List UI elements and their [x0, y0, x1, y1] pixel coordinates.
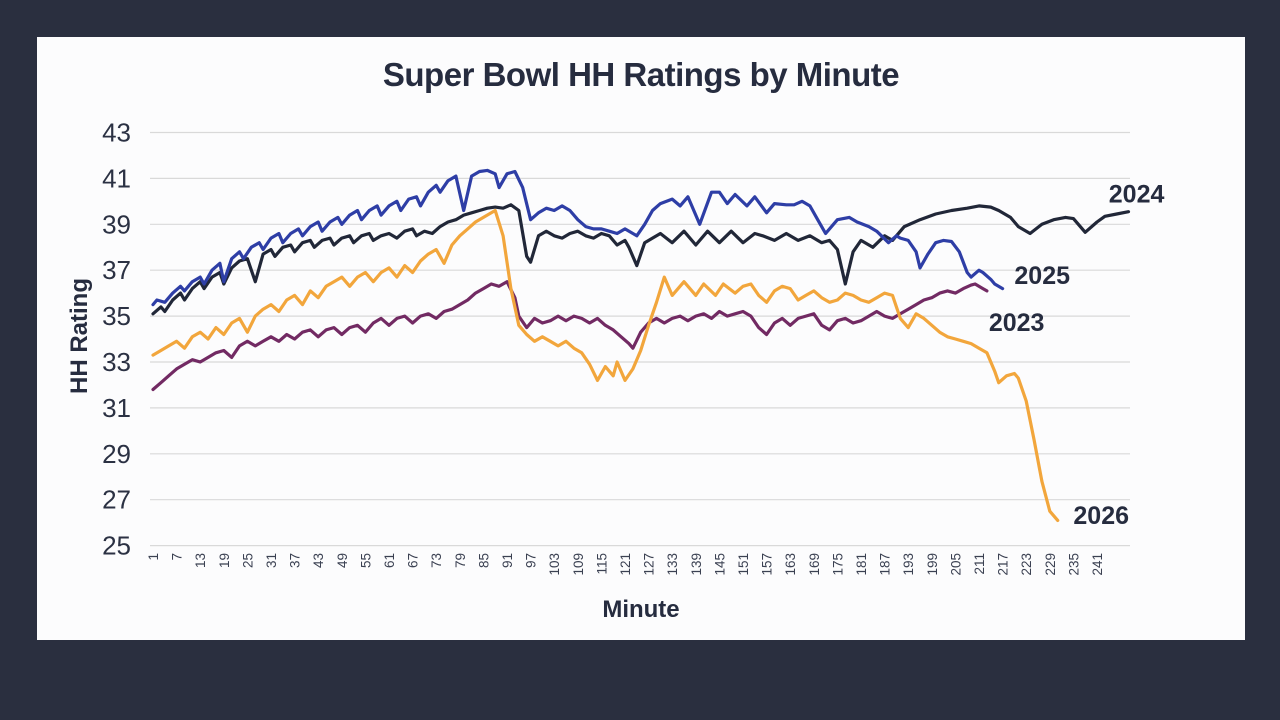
x-tick-label: 73 [429, 553, 444, 568]
y-tick-label: 29 [102, 439, 131, 469]
y-tick-label: 31 [102, 393, 131, 423]
x-tick-label: 85 [476, 553, 491, 568]
y-tick-label: 33 [102, 347, 131, 377]
y-tick-label: 39 [102, 209, 131, 239]
x-tick-label: 55 [358, 553, 373, 568]
series-line-2024 [151, 203, 1131, 316]
x-tick-label: 211 [972, 553, 987, 575]
series-label-2025: 2025 [1014, 262, 1070, 290]
x-tick-label: 1 [146, 553, 161, 561]
x-tick-label: 121 [618, 553, 633, 576]
x-tick-label: 25 [240, 553, 255, 568]
x-tick-label: 43 [311, 553, 326, 568]
x-tick-label: 109 [571, 553, 586, 576]
x-axis-title: Minute [602, 596, 680, 623]
y-tick-label: 43 [102, 118, 131, 148]
x-tick-label: 217 [996, 553, 1011, 576]
x-tick-label: 79 [453, 553, 468, 568]
y-tick-label: 41 [102, 163, 131, 193]
x-tick-label: 157 [760, 553, 775, 576]
x-tick-label: 91 [500, 553, 515, 568]
x-tick-label: 151 [736, 553, 751, 576]
x-tick-label: 67 [406, 553, 421, 568]
x-tick-label: 97 [524, 553, 539, 568]
x-tick-label: 7 [170, 553, 185, 561]
x-tick-label: 181 [854, 553, 869, 576]
y-tick-label: 25 [102, 531, 131, 561]
x-tick-label: 235 [1066, 553, 1081, 576]
x-tick-label: 127 [642, 553, 657, 576]
x-tick-label: 139 [689, 553, 704, 576]
x-tick-label: 31 [264, 553, 279, 568]
chart-title: Super Bowl HH Ratings by Minute [382, 56, 900, 93]
x-tick-label: 103 [547, 553, 562, 576]
x-tick-label: 145 [712, 553, 727, 576]
x-tick-label: 49 [335, 553, 350, 568]
series-label-2026: 2026 [1073, 502, 1129, 530]
x-tick-label: 241 [1090, 553, 1105, 576]
footer-bar: Source: Nielsen National TV View, Live R… [0, 640, 1280, 720]
x-tick-label: 115 [594, 553, 609, 575]
x-tick-label: 13 [193, 553, 208, 568]
x-tick-label: 19 [217, 553, 232, 568]
series-label-2023: 2023 [989, 309, 1045, 337]
y-tick-label: 35 [102, 301, 131, 331]
x-tick-label: 61 [382, 553, 397, 568]
series-line-2026 [151, 208, 1060, 523]
x-tick-label: 133 [665, 553, 680, 576]
series-line-2025 [151, 168, 1005, 307]
x-tick-label: 37 [288, 553, 303, 568]
x-tick-label: 199 [925, 553, 940, 576]
chart-card [37, 37, 1245, 640]
x-tick-label: 229 [1043, 553, 1058, 576]
x-tick-label: 175 [830, 553, 845, 576]
x-tick-label: 205 [948, 553, 963, 576]
y-tick-label: 27 [102, 485, 131, 515]
x-tick-label: 187 [878, 553, 893, 576]
y-tick-label: 37 [102, 255, 131, 285]
x-tick-label: 163 [783, 553, 798, 576]
x-tick-label: 193 [901, 553, 916, 576]
series-label-2024: 2024 [1109, 180, 1165, 208]
series-line-2023 [151, 280, 989, 392]
x-tick-label: 223 [1019, 553, 1034, 576]
x-tick-label: 169 [807, 553, 822, 576]
